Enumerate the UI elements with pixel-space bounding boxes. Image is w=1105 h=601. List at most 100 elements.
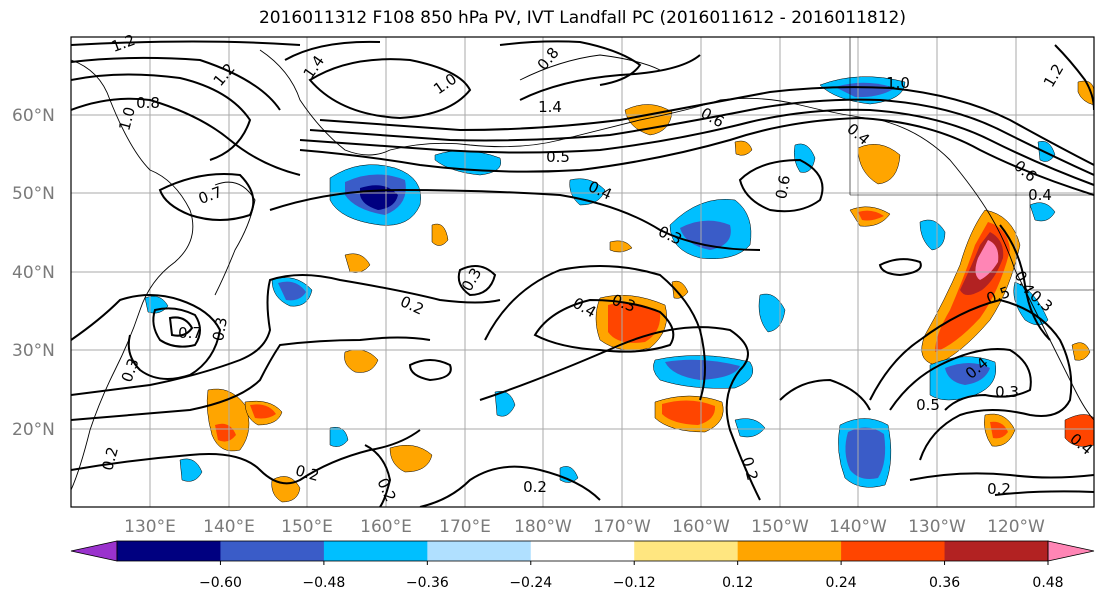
latitude-labels: 60°N 50°N 40°N 30°N 20°N [12, 106, 55, 440]
contour-line [519, 54, 701, 101]
fill-area [758, 293, 786, 333]
colorbar-segment [323, 541, 428, 561]
colorbar-segment [737, 541, 842, 561]
lon-label: 170°W [593, 517, 651, 537]
contour-line [71, 429, 421, 485]
colorbar-segment [117, 541, 221, 561]
contour-label: 0.5 [916, 396, 940, 414]
colorbar-segment [427, 541, 532, 561]
fill-area [975, 240, 999, 280]
contour-line [738, 158, 824, 213]
fill-area [179, 458, 203, 482]
colorbar-segment [841, 541, 946, 561]
contour-line [999, 224, 1051, 341]
contour-line [869, 298, 1073, 461]
colorbar-tick-label: −0.48 [302, 575, 345, 591]
colorbar-extend-low [70, 540, 118, 562]
contour-line [419, 465, 601, 507]
contour-label: 1.0 [886, 74, 910, 92]
contour-line [152, 307, 201, 348]
fill-area [608, 302, 661, 343]
fill-area [609, 240, 633, 253]
fill-area [389, 444, 433, 473]
fill-area [858, 210, 884, 221]
fill-area [1071, 342, 1091, 361]
longitude-labels: 130°E 140°E 150°E 160°E 170°E 180°W 170°… [124, 517, 1045, 537]
contour-line [284, 40, 381, 61]
contour-label: 0.5 [546, 148, 570, 166]
colorbar [70, 540, 1095, 562]
lat-label: 50°N [12, 184, 55, 204]
lon-label: 130°E [124, 517, 176, 537]
contour-line [71, 294, 222, 380]
fill-area [665, 359, 740, 380]
colorbar-segment [944, 541, 1049, 561]
alaska-coastline [519, 54, 661, 81]
lon-label: 150°W [751, 517, 809, 537]
contour-label: 0.6 [772, 174, 794, 201]
contour-label: 1.4 [538, 98, 562, 116]
fill-area [662, 400, 716, 425]
lat-label: 20°N [12, 420, 55, 440]
contour-line [889, 348, 1032, 411]
lon-label: 120°W [987, 517, 1045, 537]
colorbar-extend-high [1047, 540, 1095, 562]
pv-contours [71, 40, 1094, 507]
contour-line [779, 378, 871, 411]
map-title: 2016011312 F108 850 hPa PV, IVT Landfall… [258, 8, 906, 28]
contour-line [71, 274, 501, 396]
fill-area [344, 253, 371, 273]
contour-line [269, 188, 761, 251]
contour-line [71, 40, 301, 46]
japan-coastline [214, 181, 256, 296]
colorbar-frame [116, 540, 1049, 562]
fill-area [1064, 414, 1094, 447]
map-frame [70, 36, 1095, 508]
contour-line [364, 444, 392, 507]
contour-line [308, 58, 472, 120]
kamchatka-coastline [259, 49, 391, 156]
contour-line [299, 108, 1094, 186]
contour-label: 0.7 [178, 324, 202, 342]
lat-lon-gridlines [71, 37, 1094, 507]
contour-line [1054, 44, 1094, 111]
fill-area [431, 223, 449, 246]
fill-area [329, 427, 349, 447]
colorbar-segment [530, 541, 635, 561]
contour-line [457, 265, 497, 297]
contour-label: 0.3 [209, 316, 231, 343]
lat-label: 30°N [12, 341, 55, 361]
contour-line [994, 490, 1094, 496]
colorbar-tick-label: 0.36 [929, 575, 960, 591]
contour-line [319, 86, 1094, 166]
contour-label: 0.2 [98, 445, 122, 473]
asia-coastline [71, 59, 194, 491]
contour-label: 0.2 [738, 455, 762, 483]
contour-label: 0.2 [293, 461, 321, 485]
contour-label: 0.2 [987, 480, 1011, 498]
colorbar-segment [634, 541, 739, 561]
colorbar-tick-label: −0.12 [613, 575, 656, 591]
colorbar-tick-label: −0.36 [406, 575, 449, 591]
contour-label: 1.0 [115, 105, 139, 133]
colorbar-tick-label: −0.24 [509, 575, 552, 591]
contour-line [168, 316, 194, 337]
lon-label: 170°E [439, 517, 491, 537]
lon-label: 160°W [672, 517, 730, 537]
fill-area [734, 418, 766, 438]
contour-label: 0.3 [995, 383, 1019, 401]
contour-label: 0.8 [136, 94, 160, 112]
fill-area [857, 144, 901, 185]
colorbar-segment [220, 541, 325, 561]
colorbar-tick-label: 0.48 [1032, 575, 1063, 591]
fill-area [1029, 202, 1056, 222]
fill-area [1037, 141, 1056, 162]
lon-label: 140°E [203, 517, 255, 537]
contour-line [408, 359, 452, 382]
contour-line [309, 98, 1094, 176]
colorbar-tick-label: 0.24 [826, 575, 857, 591]
lon-label: 160°E [360, 517, 412, 537]
contour-line [878, 258, 922, 277]
contour-line [909, 472, 1094, 481]
contour-label: 0.4 [1028, 186, 1052, 204]
